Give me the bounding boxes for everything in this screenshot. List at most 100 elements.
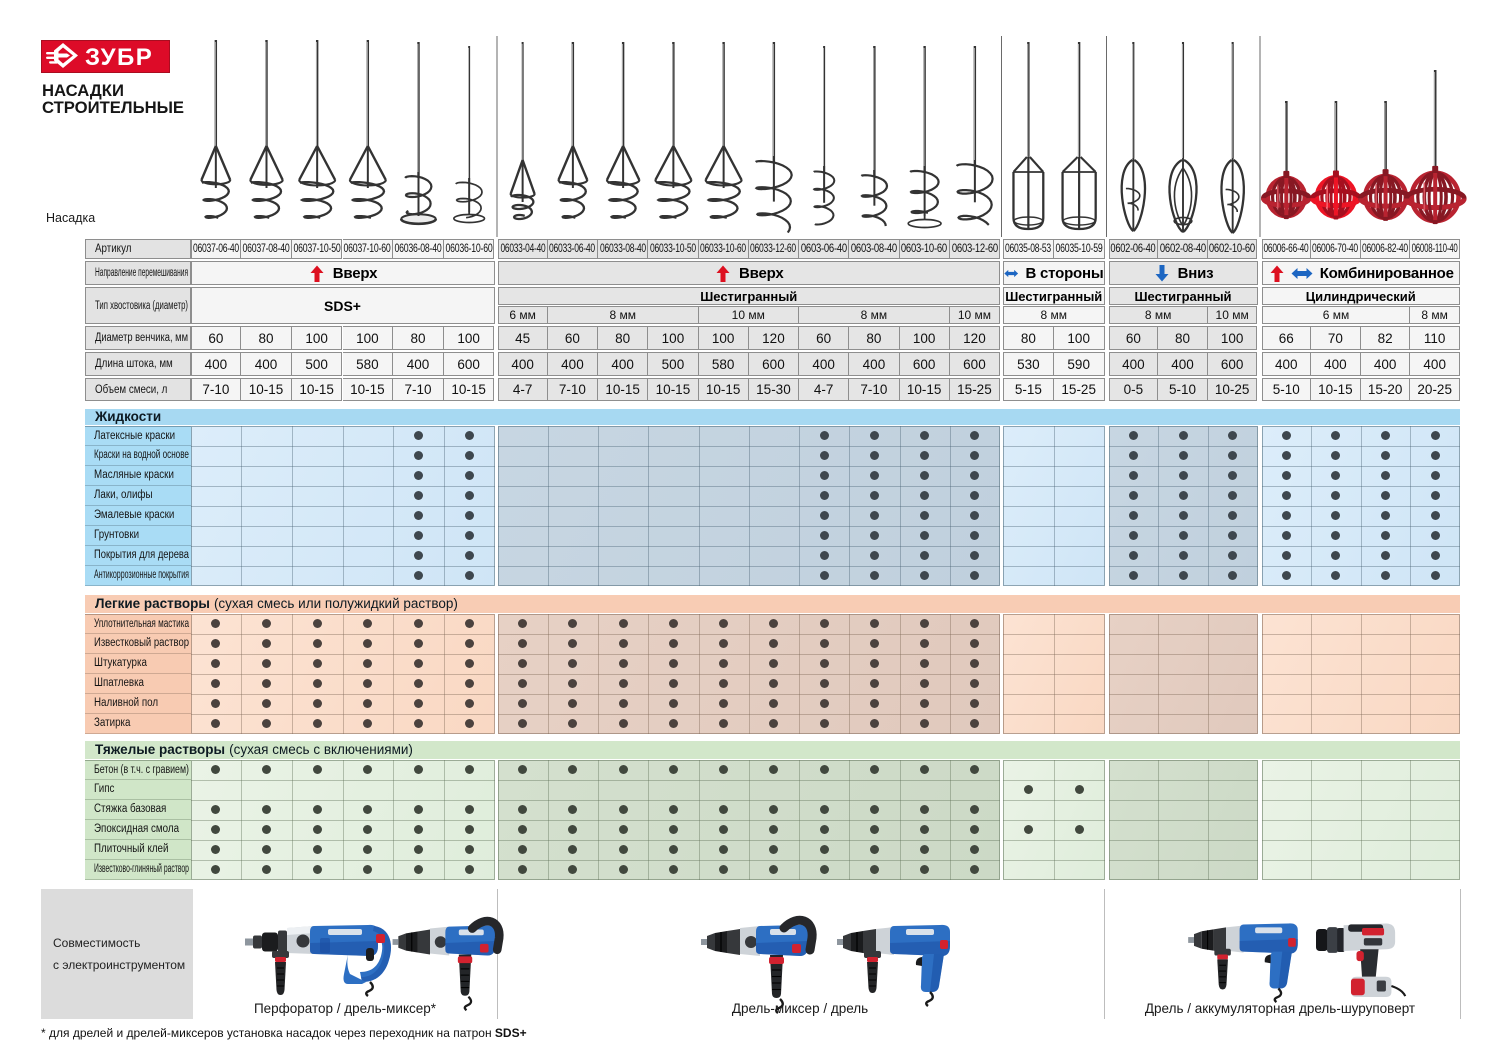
compatibility-dot [363, 719, 373, 728]
compatibility-dot [668, 865, 678, 874]
arrow-up-icon [310, 265, 324, 282]
compatibility-dot [1331, 471, 1341, 480]
compatibility-dot [518, 679, 528, 688]
compatibility-dot [1430, 551, 1440, 560]
matrix-block [190, 759, 495, 880]
section-row-label-text: Штукатурка [94, 657, 147, 669]
mixer-ball-bright [1310, 101, 1362, 220]
mixer-cage [1012, 42, 1045, 231]
diameter-cell: 70 [1311, 326, 1361, 350]
compatibility-dot [769, 805, 779, 814]
length-cell: 400 [799, 352, 850, 376]
article-number: 06006-82-40 [1362, 243, 1409, 255]
compatibility-dot [363, 805, 373, 814]
section-header-light-mortars: Легкие растворы (сухая смесь или полужид… [85, 595, 1460, 613]
shank-row-label: Тип хвостовика (диаметр) [85, 287, 191, 324]
volume-row-label: Объем смеси, л [85, 378, 191, 401]
tool-group-separator [497, 889, 498, 1019]
volume-cell: 4-7 [799, 378, 850, 401]
compatibility-dot [819, 471, 829, 480]
compatibility-dot [518, 845, 528, 854]
compatibility-dot [769, 865, 779, 874]
matrix-block [1261, 425, 1460, 586]
compatibility-dot [464, 845, 474, 854]
compatibility-dot [769, 619, 779, 628]
compatibility-dot [920, 865, 930, 874]
matrix-block [497, 425, 1000, 586]
article-number: 06008-110-40 [1411, 243, 1458, 255]
diameter-cell: 60 [190, 326, 242, 350]
section-subtitle: (сухая смесь с включениями) [229, 742, 413, 758]
compatibility-label-line2: с электроинструментом [53, 958, 186, 972]
matrix-block [1108, 759, 1258, 880]
compatibility-dot [819, 431, 829, 440]
compatibility-dot [568, 765, 578, 774]
compatibility-dot [518, 699, 528, 708]
section-row-label: Лаки, олифы [85, 485, 191, 506]
article-number: 0603-08-40 [850, 243, 897, 255]
volume-cell: 5-15 [1003, 378, 1054, 401]
compatibility-dot [920, 491, 930, 500]
compatibility-dot [618, 805, 628, 814]
mixer-cone [200, 40, 232, 219]
section-row-label-text: Бетон (в т.ч. с гравием) [94, 763, 189, 776]
compatibility-dot [668, 719, 678, 728]
article-cell: 06033-10-60 [698, 239, 749, 259]
compatibility-dot [1281, 431, 1291, 440]
compatibility-dot [1128, 571, 1138, 580]
article-cell: 06037-10-50 [291, 239, 343, 259]
compatibility-dot [414, 491, 423, 500]
article-number: 06033-10-50 [649, 243, 696, 255]
compatibility-dot [464, 471, 474, 480]
compatibility-dot [211, 619, 221, 628]
volume-cell: 0-5 [1108, 378, 1159, 401]
compatibility-dot [1228, 431, 1238, 440]
mixer-teardrop-narrow [1220, 42, 1246, 234]
compatibility-dot [464, 699, 474, 708]
compatibility-dot [568, 719, 578, 728]
compatibility-dot [970, 805, 980, 814]
compatibility-dot [1228, 571, 1238, 580]
compatibility-dot [414, 619, 423, 628]
matrix-block [1003, 759, 1105, 880]
mixer-cone [605, 42, 641, 219]
compatibility-dot [819, 765, 829, 774]
compatibility-dot [414, 531, 423, 540]
compatibility-dot [211, 679, 221, 688]
article-cell: 0602-10-60 [1207, 239, 1258, 259]
compatibility-dot [262, 639, 271, 648]
compatibility-dot [1023, 785, 1033, 794]
section-row-label-text: Наливной пол [94, 697, 159, 709]
compatibility-dot [363, 619, 373, 628]
compatibility-dot [1128, 531, 1138, 540]
compatibility-dot [618, 619, 628, 628]
volume-cell: 15-25 [949, 378, 1001, 401]
compatibility-dot [312, 845, 322, 854]
compatibility-dot [414, 639, 423, 648]
compatibility-dot [312, 825, 322, 834]
length-cell: 580 [342, 352, 394, 376]
compatibility-dot [518, 619, 528, 628]
compatibility-dot [920, 825, 930, 834]
compatibility-dot [518, 719, 528, 728]
direction-label: В стороны [1025, 264, 1104, 282]
compatibility-dot [262, 659, 271, 668]
diameter-cell: 100 [1207, 326, 1258, 350]
section-row-label: Бетон (в т.ч. с гравием) [85, 759, 191, 780]
direction-row-label: Направление перемешивания [85, 261, 191, 285]
compatibility-dot [518, 639, 528, 648]
compatibility-dot [618, 639, 628, 648]
diameter-cell: 80 [1158, 326, 1208, 350]
compatibility-dot [769, 699, 779, 708]
length-cell: 600 [899, 352, 950, 376]
matrix-block [190, 613, 495, 734]
article-number: 06037-10-50 [293, 243, 341, 255]
compatibility-dot [211, 825, 221, 834]
compatibility-dot [1331, 531, 1341, 540]
volume-cell: 7-10 [849, 378, 900, 401]
article-cell: 0602-06-40 [1108, 239, 1159, 259]
footnote-bold: SDS+ [494, 1026, 527, 1040]
compatibility-dot [668, 805, 678, 814]
compatibility-dot [668, 845, 678, 854]
compatibility-dot [1178, 451, 1188, 460]
